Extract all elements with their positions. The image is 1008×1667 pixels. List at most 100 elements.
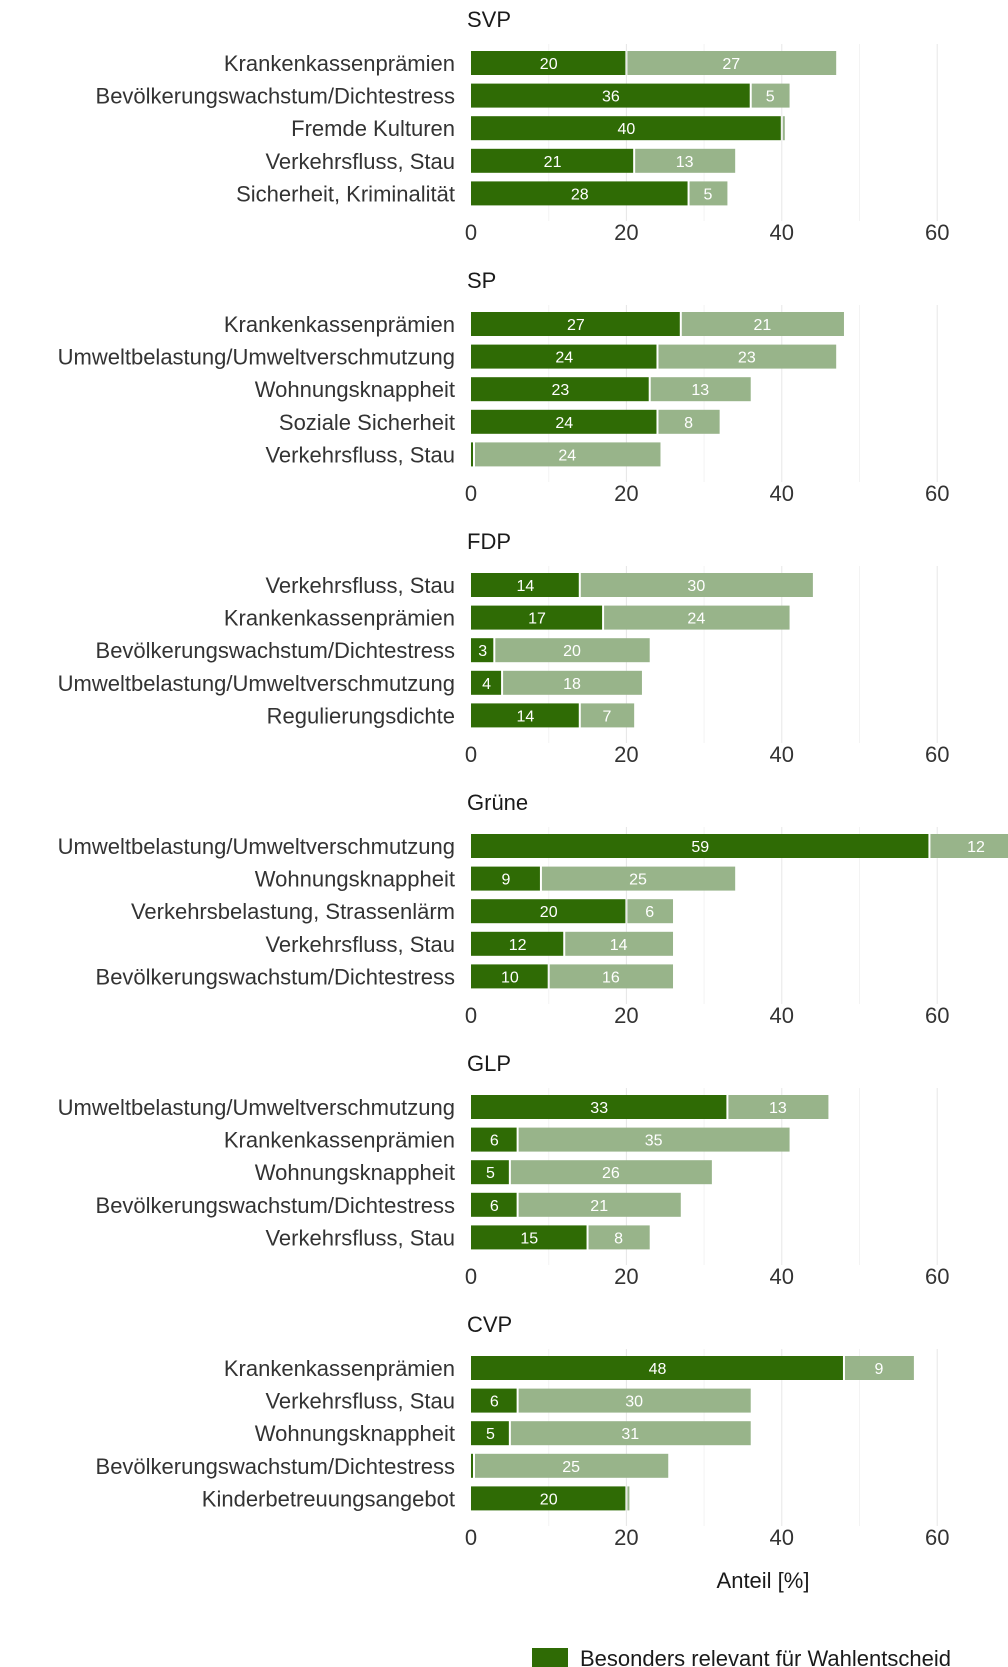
category-label: Krankenkassenprämien [224,51,455,76]
bar-primary [471,703,579,728]
data-label-primary: 9 [502,872,511,889]
bar-secondary [588,1225,650,1250]
bar-secondary [475,442,661,467]
bar-primary [471,866,540,891]
category-label: Wohnungsknappheit [255,1421,455,1446]
panel-grüne: Grüne Umweltbelastung/Umweltverschmutzung… [58,790,1008,1028]
data-label-primary: 3 [478,643,487,660]
data-label-primary: 33 [590,1100,608,1117]
category-label: Umweltbelastung/Umweltverschmutzung [58,345,455,370]
data-label-secondary: 6 [645,904,654,921]
data-label-primary: 40 [618,121,636,138]
data-label-secondary: 30 [687,578,705,595]
x-tick-label: 0 [465,220,477,245]
x-tick-label: 40 [770,481,794,506]
data-label-secondary: 8 [684,415,693,432]
bar-primary [471,1095,727,1119]
panel-title: CVP [467,1312,512,1337]
bar-secondary [510,1160,712,1185]
bar-primary [471,573,579,597]
panel-svp: SVP Krankenkassenprämien 20 27 Bevölkerungsw… [96,7,950,245]
bar-secondary [930,834,1008,858]
category-label: Krankenkassenprämien [224,606,455,631]
data-label-secondary: 5 [704,186,713,203]
category-label: Verkehrsfluss, Stau [265,1225,455,1250]
data-label-primary: 12 [509,937,527,954]
panel-cvp: CVP Krankenkassenprämien 48 9 Verkehrsfluss,… [96,1312,950,1550]
x-tick-label: 0 [465,1525,477,1550]
bar-primary [471,931,564,956]
bar-secondary [541,866,736,891]
bar-secondary [658,344,837,369]
category-label: Wohnungsknappheit [255,377,455,402]
x-tick-label: 60 [925,220,949,245]
data-label-secondary: 16 [602,969,620,986]
bar-primary [471,409,657,434]
data-label-primary: 6 [490,1198,499,1215]
data-label-primary: 10 [501,969,519,986]
panel-sp: SP Krankenkassenprämien 27 21 Umweltbelastun… [58,268,950,506]
bar-secondary [728,1095,829,1119]
panel-title: SVP [467,7,511,32]
x-tick-label: 60 [925,742,949,767]
data-label-primary: 5 [486,1165,495,1182]
bar-secondary [689,181,728,206]
category-label: Sicherheit, Kriminalität [236,181,455,206]
data-label-secondary: 20 [563,643,581,660]
bar-secondary [565,931,674,956]
x-tick-label: 0 [465,1264,477,1289]
data-label-secondary: 8 [614,1230,623,1247]
data-label-secondary: 25 [562,1459,580,1476]
x-tick-label: 0 [465,1003,477,1028]
category-label: Verkehrsfluss, Stau [265,442,455,467]
legend-label-primary: Besonders relevant für Wahlentscheid [580,1646,951,1667]
data-label-primary: 24 [555,415,573,432]
bar-secondary [518,1192,681,1217]
category-label: Bevölkerungswachstum/Dichtestress [96,84,455,109]
data-label-secondary: 13 [676,154,694,171]
data-label-secondary: 24 [687,611,705,628]
x-tick-label: 0 [465,742,477,767]
category-label: Bevölkerungswachstum/Dichtestress [96,1193,455,1218]
bar-primary [471,181,688,206]
bar-secondary [627,1486,630,1511]
data-label-primary: 15 [520,1230,538,1247]
panel-title: SP [467,268,496,293]
x-tick-label: 60 [925,1003,949,1028]
data-label-primary: 48 [649,1361,667,1378]
bar-secondary [518,1127,790,1152]
data-label-primary: 6 [490,1133,499,1150]
data-label-secondary: 35 [645,1133,663,1150]
category-label: Krankenkassenprämien [224,1356,455,1381]
legend-swatch-primary [532,1648,568,1667]
bar-secondary [681,312,844,336]
data-label-secondary: 21 [753,317,771,334]
x-tick-label: 20 [614,1525,638,1550]
panel-glp: GLP Umweltbelastung/Umweltverschmutzung 33… [58,1051,950,1289]
category-label: Bevölkerungswachstum/Dichtestress [96,964,455,989]
bar-secondary [475,1453,669,1478]
bar-secondary [510,1421,751,1446]
bar-primary [471,1388,517,1413]
bar-primary [471,1225,587,1250]
bar-secondary [604,605,790,630]
bar-primary [471,899,626,924]
data-label-primary: 14 [516,578,534,595]
bar-secondary [635,148,736,173]
panel-title: GLP [467,1051,511,1076]
bar-primary [471,1486,626,1511]
data-label-primary: 27 [567,317,585,334]
data-label-secondary: 5 [766,89,775,106]
data-label-secondary: 13 [691,382,709,399]
bar-primary [471,51,626,75]
category-label: Soziale Sicherheit [279,410,455,435]
x-tick-label: 60 [925,1525,949,1550]
data-label-primary: 23 [551,382,569,399]
bar-secondary [751,83,790,108]
bar-primary [471,1356,843,1380]
category-label: Wohnungsknappheit [255,867,455,892]
bar-secondary [844,1356,914,1380]
category-label: Wohnungsknappheit [255,1160,455,1185]
